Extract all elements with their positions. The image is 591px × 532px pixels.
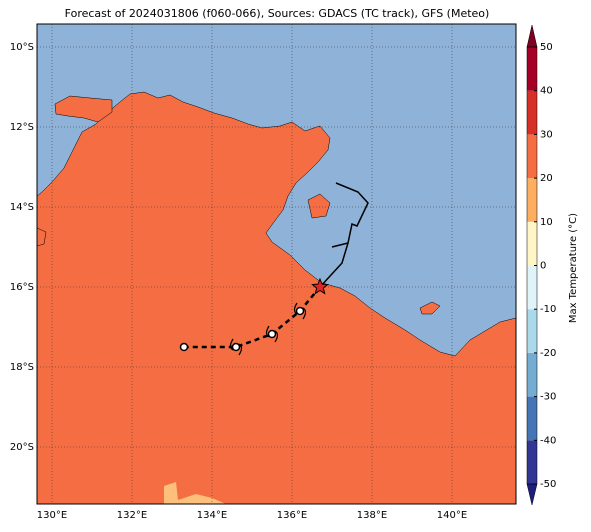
sand-patch: [164, 482, 226, 504]
past-track: [319, 242, 349, 288]
island: [419, 301, 441, 315]
island: [307, 193, 331, 219]
lat-tick-label: 12°S: [10, 122, 34, 133]
colorbar-band: [527, 47, 537, 91]
lat-tick-label: 14°S: [10, 202, 34, 213]
colorbar-label: Max Temperature (°C): [568, 213, 579, 323]
forecast-point: [231, 342, 241, 352]
forecast-point: [267, 329, 277, 339]
colorbar-tick-label: 50: [540, 42, 553, 53]
lon-tick-label: 132°E: [117, 510, 147, 521]
storm-symbol: [229, 338, 243, 356]
lon-tick-label: 140°E: [437, 510, 467, 521]
colorbar-band: [527, 352, 537, 397]
storm-symbol: [293, 302, 307, 320]
current-position: [311, 277, 329, 295]
colorbar-tick-label: -10: [540, 304, 556, 315]
colorbar-tick-label: 40: [540, 86, 553, 97]
lat-tick-label: 10°S: [10, 42, 34, 53]
colorbar-tick-label: -40: [540, 435, 556, 446]
map-area: [37, 24, 516, 504]
colorbar-band: [527, 309, 537, 353]
colorbar-tick-label: -50: [540, 479, 556, 490]
lat-tick-label: 16°S: [10, 282, 34, 293]
colorbar-band: [527, 221, 537, 266]
map-title: Forecast of 2024031806 (f060-066), Sourc…: [65, 7, 490, 20]
forecast-point: [179, 342, 189, 352]
forecast-point: [295, 306, 305, 316]
colorbar-band: [527, 440, 537, 484]
island: [54, 95, 113, 123]
colorbar-band: [527, 265, 537, 310]
colorbar-tick-label: 30: [540, 129, 553, 140]
map-frame: [36, 23, 517, 505]
colorbar-band: [527, 178, 537, 222]
colorbar-tick-label: 0: [540, 261, 546, 272]
colorbar-tick-label: 10: [540, 217, 553, 228]
storm-symbol: [265, 325, 279, 343]
lon-tick-label: 136°E: [277, 510, 307, 521]
lat-tick-label: 18°S: [10, 362, 34, 373]
colorbar-tick-label: 20: [540, 173, 553, 184]
lon-tick-label: 134°E: [197, 510, 227, 521]
colorbar-under: [526, 483, 538, 506]
lat-tick-label: 20°S: [10, 442, 34, 453]
colorbar-tick-label: -30: [540, 392, 556, 403]
colorbar-band: [527, 134, 537, 179]
colorbar-over: [526, 24, 538, 48]
colorbar-band: [527, 90, 537, 135]
lon-tick-label: 130°E: [37, 510, 67, 521]
lon-tick-label: 138°E: [357, 510, 387, 521]
colorbar-band: [527, 396, 537, 441]
island: [37, 227, 47, 247]
colorbar-tick-label: -20: [540, 348, 556, 359]
